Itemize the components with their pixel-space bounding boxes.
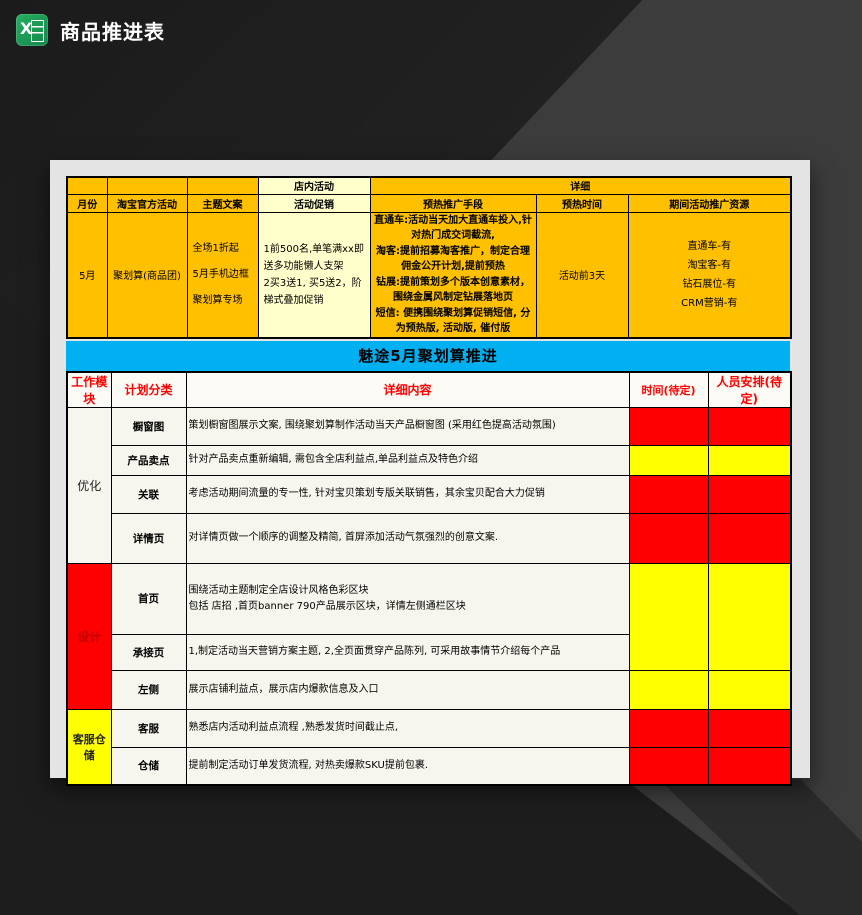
plan-header-detail[interactable]: 详细内容 — [185, 371, 630, 408]
group-cell-customer-service[interactable]: 客服仓储 — [66, 708, 112, 786]
merged-header-store-activity[interactable]: 店内活动 — [257, 176, 371, 195]
plan-header-category[interactable]: 计划分类 — [110, 371, 187, 408]
excel-icon: X — [16, 14, 48, 46]
spreadsheet-glyph — [31, 20, 44, 42]
page-title: 商品推进表 — [60, 19, 165, 44]
cell-theme-copy[interactable]: 全场1折起 5月手机边框 聚划算专场 — [186, 211, 259, 338]
col-header-resources[interactable]: 期间活动推广资源 — [627, 193, 792, 213]
status-cell-staff[interactable] — [707, 512, 792, 564]
detail-cell[interactable]: 围绕活动主题制定全店设计风格色彩区块 包括 店招 ,首页banner 790产品… — [185, 562, 630, 635]
col-header-month[interactable]: 月份 — [66, 193, 108, 213]
plan-header-staff[interactable]: 人员安排(待定) — [707, 371, 792, 408]
detail-cell[interactable]: 对详情页做一个顺序的调整及精简, 首屏添加活动气氛强烈的创意文案. — [185, 512, 630, 564]
status-cell-time[interactable] — [628, 562, 709, 671]
status-cell-time[interactable] — [628, 669, 709, 710]
detail-cell[interactable]: 展示店铺利益点，展示店内爆款信息及入口 — [185, 669, 630, 710]
category-cell[interactable]: 左侧 — [110, 669, 187, 710]
group-cell-optimize[interactable]: 优化 — [66, 406, 112, 564]
status-cell-staff[interactable] — [707, 746, 792, 786]
category-cell[interactable]: 首页 — [110, 562, 187, 635]
status-cell-staff[interactable] — [707, 562, 792, 671]
cell-resources[interactable]: 直通车-有 淘宝客-有 钻石展位-有 CRM营销-有 — [627, 211, 792, 338]
detail-cell[interactable]: 策划橱窗图展示文案, 围绕聚划算制作活动当天产品橱窗图 (采用红色提高活动氛围) — [185, 406, 630, 446]
category-cell[interactable]: 客服 — [110, 708, 187, 748]
status-cell-time[interactable] — [628, 474, 709, 514]
plan-header-module[interactable]: 工作模块 — [66, 371, 112, 408]
category-cell[interactable]: 详情页 — [110, 512, 187, 564]
promo-table: 店内活动 详细 月份 淘宝官方活动 主题文案 活动促销 预热推广手段 预热时间 … — [66, 176, 792, 339]
category-cell[interactable]: 承接页 — [110, 633, 187, 671]
window-header: X 商品推进表 — [16, 14, 165, 46]
col-header-theme-copy[interactable]: 主题文案 — [186, 193, 259, 213]
cell-warmup-methods[interactable]: 直通车:活动当天加大直通车投入,针对热门成交词截流, 淘客:提前招募淘客推广，制… — [369, 211, 537, 338]
status-cell-time[interactable] — [628, 512, 709, 564]
status-cell-staff[interactable] — [707, 708, 792, 748]
empty-header-cell[interactable] — [66, 176, 108, 195]
detail-cell[interactable]: 考虑活动期间流量的专一性, 针对宝贝策划专版关联销售，其余宝贝配合大力促销 — [185, 474, 630, 514]
col-header-official-activity[interactable]: 淘宝官方活动 — [106, 193, 188, 213]
plan-header-time[interactable]: 时间(待定) — [628, 371, 709, 408]
empty-header-cell[interactable] — [186, 176, 259, 195]
status-cell-time[interactable] — [628, 746, 709, 786]
detail-cell[interactable]: 1,制定活动当天营销方案主题, 2,全页面贯穿产品陈列, 可采用故事情节介绍每个… — [185, 633, 630, 671]
status-cell-staff[interactable] — [707, 444, 792, 476]
category-cell[interactable]: 橱窗图 — [110, 406, 187, 446]
status-cell-staff[interactable] — [707, 669, 792, 710]
detail-cell[interactable]: 熟悉店内活动利益点流程 ,熟悉发货时间截止点, — [185, 708, 630, 748]
empty-header-cell[interactable] — [106, 176, 188, 195]
status-cell-staff[interactable] — [707, 406, 792, 446]
detail-cell[interactable]: 针对产品卖点重新编辑, 需包含全店利益点,单品利益点及特色介绍 — [185, 444, 630, 476]
group-cell-design[interactable]: 设计 — [66, 562, 112, 710]
section-banner: 魅途5月聚划算推进 — [66, 340, 790, 371]
status-cell-time[interactable] — [628, 708, 709, 748]
merged-header-detail[interactable]: 详细 — [369, 176, 792, 195]
cell-promotion[interactable]: 1前500名,单笔满xx即送多功能懒人支架 2买3送1, 买5送2，阶梯式叠加促… — [257, 211, 371, 338]
cell-warmup-time[interactable]: 活动前3天 — [535, 211, 629, 338]
category-cell[interactable]: 产品卖点 — [110, 444, 187, 476]
spreadsheet-panel: 店内活动 详细 月份 淘宝官方活动 主题文案 活动促销 预热推广手段 预热时间 … — [50, 160, 810, 786]
cell-month[interactable]: 5月 — [66, 211, 108, 338]
status-cell-time[interactable] — [628, 444, 709, 476]
status-cell-time[interactable] — [628, 406, 709, 446]
col-header-warmup-time[interactable]: 预热时间 — [535, 193, 629, 213]
category-cell[interactable]: 关联 — [110, 474, 187, 514]
plan-table: 工作模块 计划分类 详细内容 时间(待定) 人员安排(待定) 优化 橱窗图 策划… — [66, 370, 792, 786]
col-header-warmup-methods[interactable]: 预热推广手段 — [369, 193, 537, 213]
col-header-promotion[interactable]: 活动促销 — [257, 193, 371, 213]
category-cell[interactable]: 仓储 — [110, 746, 187, 786]
detail-cell[interactable]: 提前制定活动订单发货流程, 对热卖爆款SKU提前包裹. — [185, 746, 630, 786]
cell-official-activity[interactable]: 聚划算(商品团) — [106, 211, 188, 338]
status-cell-staff[interactable] — [707, 474, 792, 514]
